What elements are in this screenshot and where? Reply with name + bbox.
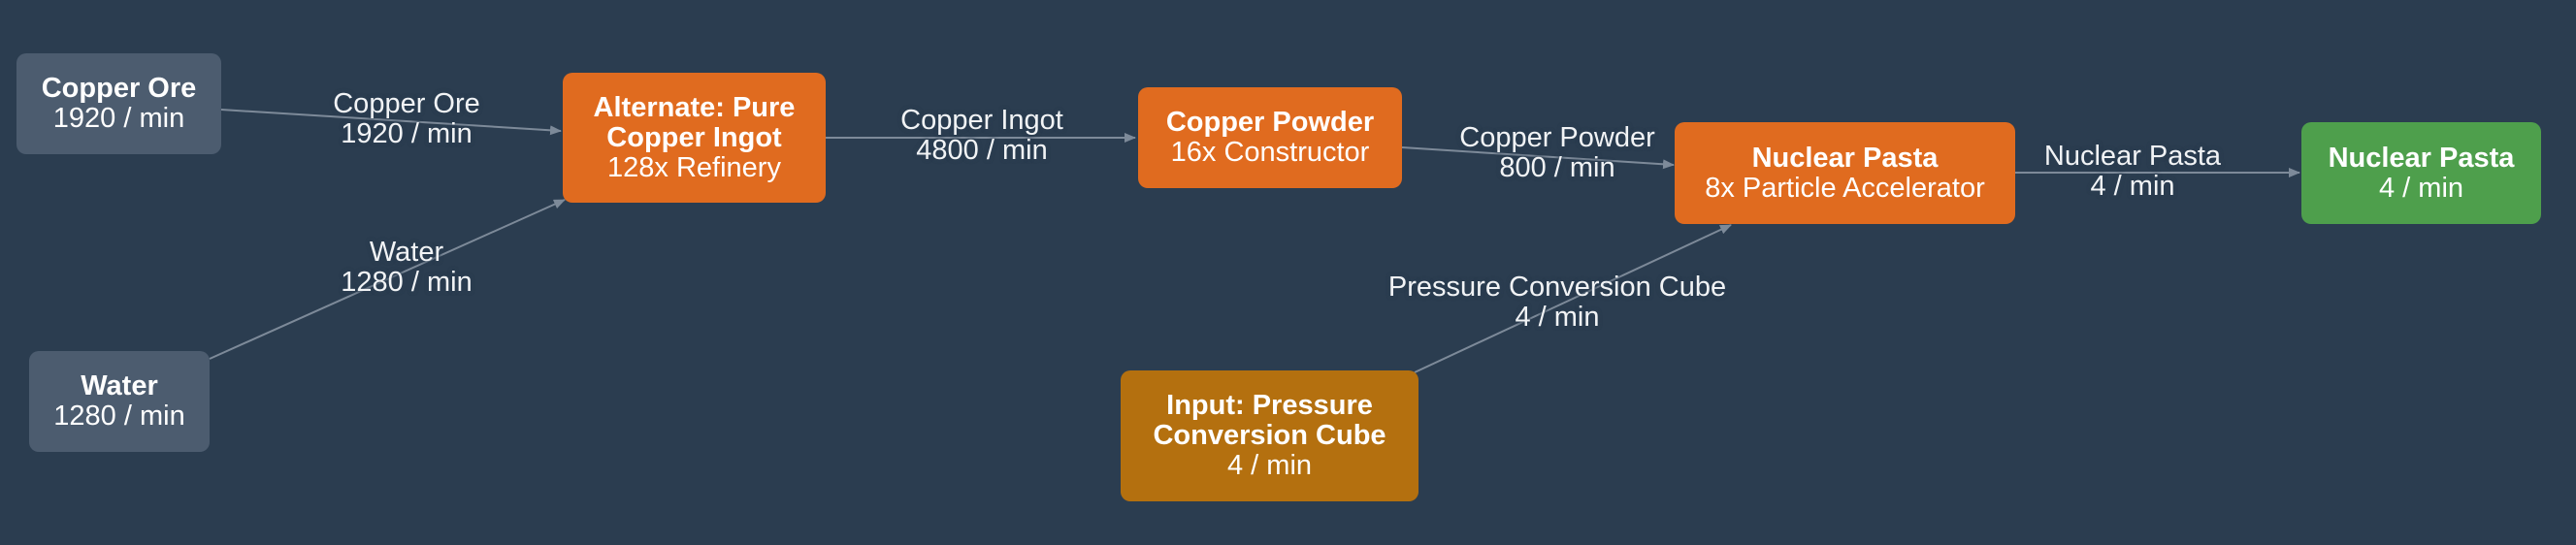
edge-rate: 1920 / min xyxy=(341,118,473,149)
node-rate: 1920 / min xyxy=(52,103,185,134)
edge-label-copper-ore: Copper Ore 1920 / min xyxy=(333,89,480,149)
node-output-nuclear-pasta[interactable]: Nuclear Pasta 4 / min xyxy=(2301,122,2541,224)
node-machine: 8x Particle Accelerator xyxy=(1705,172,1985,204)
node-nuclear-pasta[interactable]: Nuclear Pasta 8x Particle Accelerator xyxy=(1675,122,2015,224)
node-title: Water xyxy=(81,370,158,401)
edge-item: Water xyxy=(369,237,444,268)
edge-rate: 1280 / min xyxy=(341,267,473,298)
node-title: Copper Ore xyxy=(41,73,197,104)
node-refinery[interactable]: Alternate: Pure Copper Ingot 128x Refine… xyxy=(563,73,826,203)
node-title-line-1: Input: Pressure xyxy=(1166,390,1373,421)
node-machine: 16x Constructor xyxy=(1170,137,1370,168)
node-input-pressure-cube[interactable]: Input: Pressure Conversion Cube 4 / min xyxy=(1121,370,1418,501)
edge-label-copper-ingot: Copper Ingot 4800 / min xyxy=(900,106,1063,166)
edge-item: Copper Ore xyxy=(333,88,480,119)
edge-item: Copper Ingot xyxy=(900,105,1063,136)
node-rate: 1280 / min xyxy=(53,401,185,432)
edge-item: Nuclear Pasta xyxy=(2043,141,2222,172)
node-title-line-1: Alternate: Pure xyxy=(593,91,796,123)
node-title-line-2: Conversion Cube xyxy=(1153,420,1386,451)
node-copper-powder[interactable]: Copper Powder 16x Constructor xyxy=(1138,87,1402,188)
edge-rate: 800 / min xyxy=(1499,152,1615,183)
node-machine: 128x Refinery xyxy=(607,151,781,183)
node-rate: 4 / min xyxy=(2378,172,2464,204)
node-title: Nuclear Pasta xyxy=(1751,142,1939,174)
edge-ore-to-refinery xyxy=(220,109,562,136)
edge-label-copper-powder: Copper Powder 800 / min xyxy=(1459,123,1655,183)
node-water[interactable]: Water 1280 / min xyxy=(29,351,210,452)
edge-rate: 4800 / min xyxy=(916,135,1048,166)
edge-rate: 4 / min xyxy=(1515,302,1600,333)
edge-cube-to-pasta xyxy=(1414,224,1732,373)
node-rate: 4 / min xyxy=(1226,450,1313,481)
node-title: Copper Powder xyxy=(1165,107,1375,138)
edge-powder-to-pasta xyxy=(1401,146,1675,170)
edge-item: Copper Powder xyxy=(1459,122,1655,153)
edge-label-nuclear-pasta: Nuclear Pasta 4 / min xyxy=(2044,142,2221,202)
node-copper-ore[interactable]: Copper Ore 1920 / min xyxy=(16,53,221,154)
edge-label-pressure-cube: Pressure Conversion Cube 4 / min xyxy=(1388,272,1726,333)
edge-rate: 4 / min xyxy=(2090,171,2175,202)
node-title: Nuclear Pasta xyxy=(2328,142,2515,174)
edge-water-to-refinery xyxy=(209,199,566,360)
edge-label-water: Water 1280 / min xyxy=(341,238,472,298)
edge-item: Pressure Conversion Cube xyxy=(1387,272,1727,303)
node-title-line-2: Copper Ingot xyxy=(606,121,782,153)
